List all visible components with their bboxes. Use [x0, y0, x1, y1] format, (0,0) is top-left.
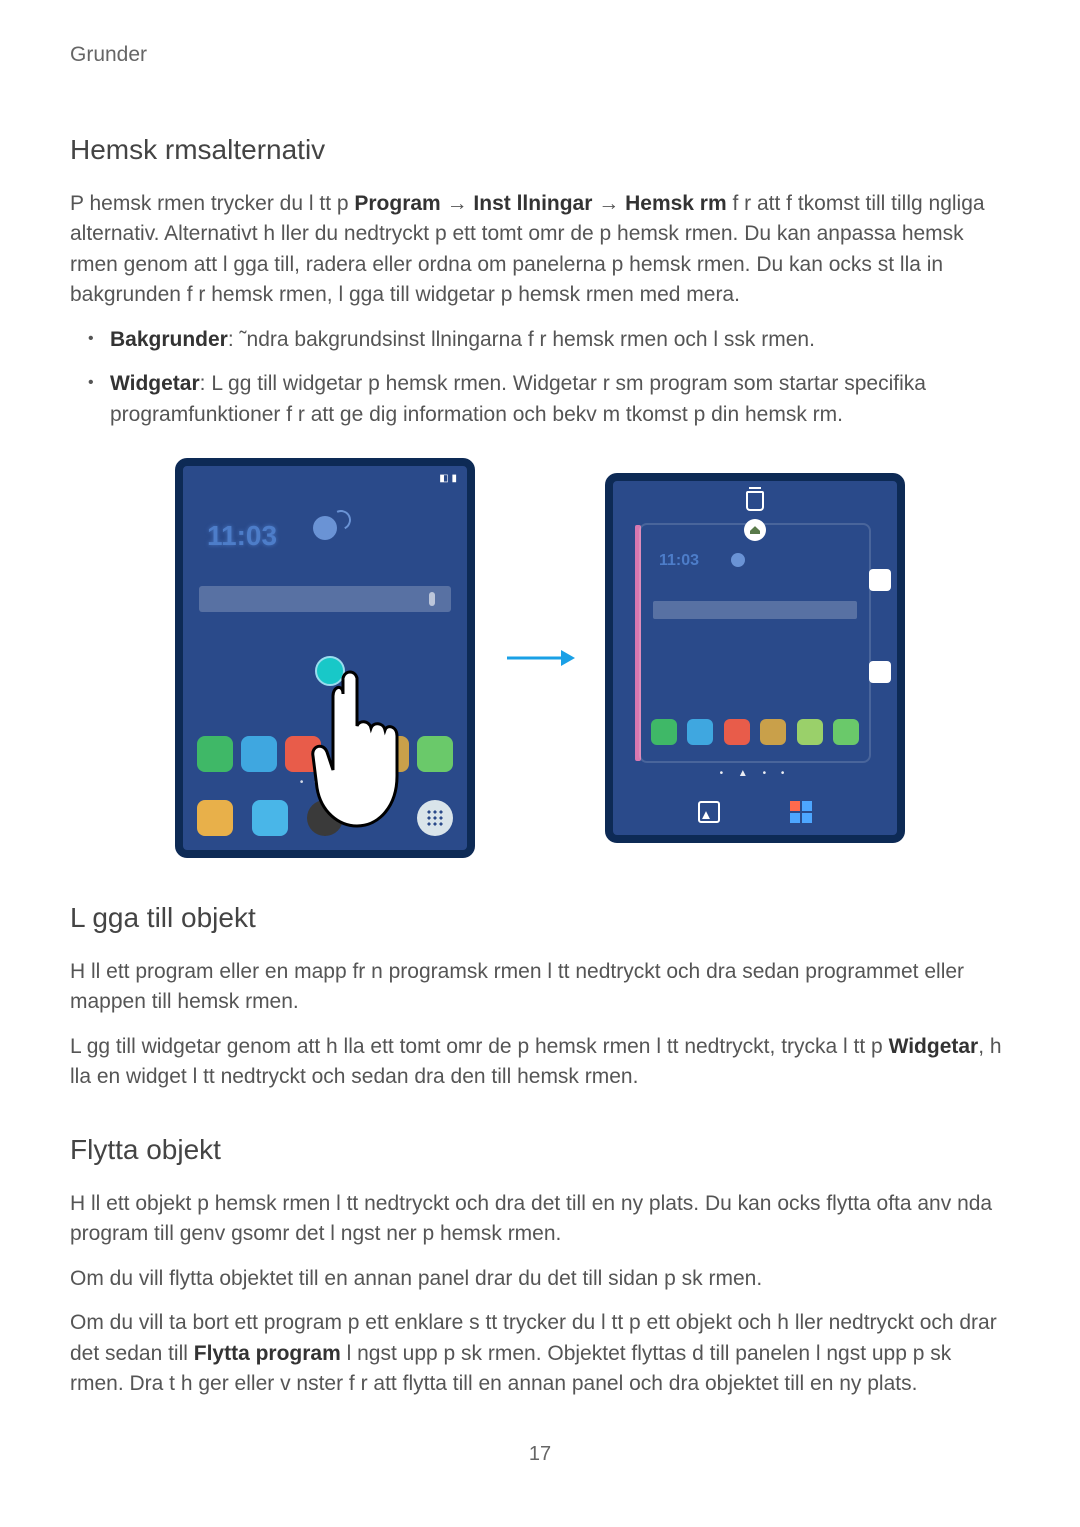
- list-item: Bakgrunder: ˜ndra bakgrundsinst llningar…: [70, 325, 1010, 355]
- app-icon: [252, 800, 288, 836]
- picture-icon: [698, 801, 720, 823]
- section-3-paragraph-2: Om du vill flytta objektet till en annan…: [70, 1264, 1010, 1294]
- mic-icon: [429, 592, 435, 606]
- panel-preview: 11:03: [641, 525, 869, 761]
- section-2-paragraph-2: L gg till widgetar genom att h lla ett t…: [70, 1032, 1010, 1093]
- app-icon: [687, 719, 713, 745]
- widgets-icon: [790, 801, 812, 823]
- app-icon: [241, 736, 277, 772]
- wallpapers-button: [698, 801, 720, 823]
- widgets-button: [790, 801, 812, 823]
- figure-tablet-home: ◧ ▮ 11:03 • • • •: [175, 458, 475, 858]
- app-icon: [197, 736, 233, 772]
- hand-pointer-icon: [303, 666, 433, 836]
- overview-actions: [613, 801, 897, 823]
- panel-edge-right-icon: [869, 569, 891, 591]
- figure-row: ◧ ▮ 11:03 • • • •: [70, 458, 1010, 858]
- section-3-paragraph-1: H ll ett objekt p hemsk rmen l tt nedtry…: [70, 1189, 1010, 1250]
- trash-icon: [746, 491, 764, 511]
- app-row: [651, 719, 859, 745]
- section-1-title: Hemsk rmsalternativ: [70, 130, 1010, 171]
- weather-icon: [731, 553, 745, 567]
- app-icon: [651, 719, 677, 745]
- weather-icon: [313, 516, 337, 540]
- figure-tablet-overview: 11:03 • ▲ • •: [605, 473, 905, 843]
- home-badge-icon: [744, 519, 766, 541]
- arrow-icon: [505, 645, 575, 671]
- page-number: 17: [70, 1440, 1010, 1469]
- section-3-paragraph-3: Om du vill ta bort ett program p ett enk…: [70, 1308, 1010, 1399]
- section-3-title: Flytta objekt: [70, 1130, 1010, 1171]
- clock-widget: 11:03: [659, 549, 699, 572]
- app-icon: [833, 719, 859, 745]
- page-indicator: • ▲ • •: [720, 767, 791, 782]
- app-icon: [797, 719, 823, 745]
- search-bar: [199, 586, 451, 612]
- list-item: Widgetar: L gg till widgetar p hemsk rme…: [70, 369, 1010, 430]
- breadcrumb: Grunder: [70, 40, 1010, 70]
- app-icon: [197, 800, 233, 836]
- clock-widget: 11:03: [207, 516, 277, 557]
- panel-edge-right-icon: [869, 661, 891, 683]
- section-2-title: L gga till objekt: [70, 898, 1010, 939]
- section-2-paragraph-1: H ll ett program eller en mapp fr n prog…: [70, 957, 1010, 1018]
- search-bar: [653, 601, 857, 619]
- section-1-paragraph: P hemsk rmen trycker du l tt p Program →…: [70, 189, 1010, 311]
- status-bar-icon: ◧ ▮: [439, 472, 457, 487]
- app-icon: [724, 719, 750, 745]
- app-icon: [760, 719, 786, 745]
- section-1-bullets: Bakgrunder: ˜ndra bakgrundsinst llningar…: [70, 325, 1010, 430]
